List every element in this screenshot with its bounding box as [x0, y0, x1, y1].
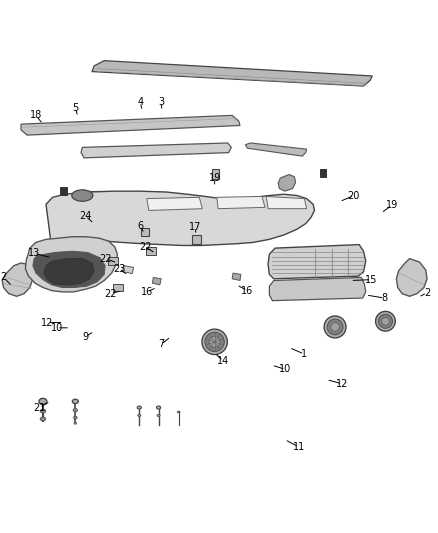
Ellipse shape	[40, 409, 46, 413]
Text: 19: 19	[386, 200, 398, 210]
Text: 8: 8	[381, 293, 388, 303]
Polygon shape	[217, 197, 265, 209]
Ellipse shape	[72, 399, 78, 403]
Text: 18: 18	[30, 110, 42, 120]
Text: 10: 10	[279, 365, 292, 374]
Ellipse shape	[39, 398, 47, 405]
Text: 13: 13	[28, 248, 40, 259]
Text: 22: 22	[139, 242, 152, 252]
Ellipse shape	[138, 414, 141, 416]
Text: 23: 23	[113, 264, 125, 273]
Ellipse shape	[209, 336, 220, 348]
Bar	[212, 169, 219, 179]
Text: 5: 5	[72, 103, 78, 113]
Text: 2: 2	[424, 288, 430, 298]
Polygon shape	[232, 273, 241, 280]
Ellipse shape	[74, 423, 77, 424]
Text: 4: 4	[137, 97, 143, 107]
Polygon shape	[152, 278, 161, 285]
Bar	[108, 257, 118, 265]
Polygon shape	[147, 197, 202, 211]
Ellipse shape	[327, 319, 343, 335]
Polygon shape	[269, 278, 366, 301]
Polygon shape	[2, 263, 33, 296]
Text: 12: 12	[41, 318, 53, 328]
Bar	[192, 235, 201, 244]
Ellipse shape	[157, 414, 160, 416]
Text: 16: 16	[241, 286, 254, 296]
Ellipse shape	[73, 409, 78, 411]
Polygon shape	[268, 245, 366, 279]
Polygon shape	[44, 259, 94, 285]
Text: 22: 22	[100, 254, 112, 264]
Text: 6: 6	[137, 221, 143, 231]
Ellipse shape	[202, 329, 227, 354]
Polygon shape	[39, 191, 314, 283]
Ellipse shape	[177, 411, 180, 413]
Text: 17: 17	[189, 222, 201, 232]
Ellipse shape	[205, 332, 224, 351]
Text: 16: 16	[141, 287, 153, 297]
Text: 11: 11	[293, 442, 305, 452]
Polygon shape	[278, 174, 296, 191]
Polygon shape	[25, 237, 117, 292]
Bar	[146, 247, 156, 255]
Text: 19: 19	[208, 173, 221, 183]
Ellipse shape	[40, 417, 46, 421]
Text: 7: 7	[158, 340, 164, 350]
Ellipse shape	[156, 406, 161, 409]
Polygon shape	[33, 251, 105, 287]
Polygon shape	[123, 265, 134, 273]
Text: 14: 14	[217, 356, 230, 366]
Bar	[90, 191, 102, 200]
Text: 2: 2	[0, 272, 7, 282]
Ellipse shape	[72, 190, 93, 201]
Text: 10: 10	[51, 323, 63, 333]
Text: 24: 24	[79, 211, 92, 221]
Ellipse shape	[137, 406, 141, 409]
Ellipse shape	[375, 311, 395, 331]
Bar	[141, 228, 149, 236]
Bar	[113, 284, 123, 292]
Text: 3: 3	[158, 97, 164, 107]
Ellipse shape	[324, 316, 346, 338]
Text: 1: 1	[301, 349, 307, 359]
Polygon shape	[396, 259, 427, 296]
Ellipse shape	[74, 416, 77, 419]
Ellipse shape	[381, 317, 389, 325]
Bar	[320, 169, 326, 177]
Text: 21: 21	[33, 402, 46, 413]
Text: 15: 15	[365, 274, 378, 285]
Ellipse shape	[378, 314, 392, 328]
Polygon shape	[266, 197, 307, 209]
Polygon shape	[21, 115, 240, 135]
Text: 22: 22	[104, 289, 117, 298]
Text: 9: 9	[82, 332, 88, 342]
Ellipse shape	[331, 322, 339, 332]
Polygon shape	[81, 143, 231, 158]
Polygon shape	[245, 143, 307, 156]
Text: 12: 12	[336, 379, 349, 389]
Bar	[60, 187, 67, 195]
Polygon shape	[92, 61, 372, 86]
Text: 20: 20	[348, 190, 360, 200]
